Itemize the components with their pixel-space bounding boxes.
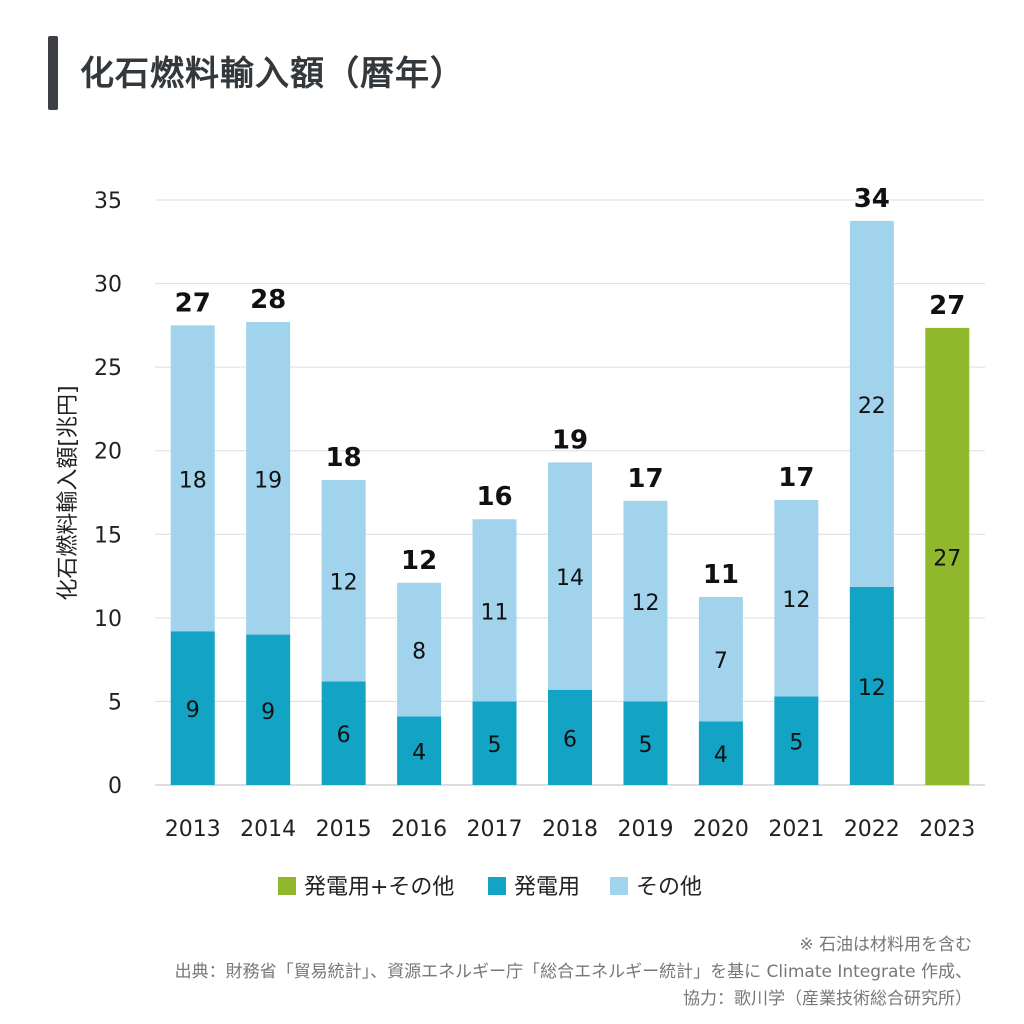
total-value-label: 17 — [627, 464, 663, 494]
segment-value-label: 7 — [714, 649, 728, 674]
total-value-label: 16 — [476, 482, 512, 512]
segment-value-label: 19 — [254, 468, 282, 493]
total-value-label: 34 — [854, 184, 890, 214]
y-tick-label: 35 — [94, 189, 122, 214]
bar-segment — [472, 519, 517, 702]
segment-value-label: 11 — [481, 600, 509, 625]
total-value-label: 17 — [778, 463, 814, 493]
x-tick-label: 2017 — [467, 817, 523, 842]
segment-value-label: 12 — [631, 591, 659, 616]
legend-swatch — [278, 877, 296, 895]
segment-value-label: 18 — [179, 468, 207, 493]
y-tick-label: 10 — [94, 607, 122, 632]
total-value-label: 28 — [250, 285, 286, 315]
segment-value-label: 9 — [261, 700, 275, 725]
segment-value-label: 5 — [638, 733, 652, 758]
segment-value-label: 5 — [789, 731, 803, 756]
x-tick-label: 2014 — [240, 817, 296, 842]
bar-segment — [774, 696, 819, 785]
total-value-label: 27 — [175, 288, 211, 318]
bar-segment — [925, 327, 970, 785]
legend-label: その他 — [636, 875, 702, 900]
bar-segment — [321, 479, 366, 682]
x-tick-label: 2021 — [768, 817, 824, 842]
title-accent-bar — [48, 36, 58, 110]
segment-value-label: 9 — [186, 698, 200, 723]
bar-segment — [698, 721, 743, 785]
bar-segment — [548, 462, 592, 690]
y-tick-label: 30 — [94, 273, 122, 298]
bar-segment — [170, 631, 215, 785]
bar-segment — [246, 634, 291, 785]
bar-segment — [170, 325, 215, 632]
y-axis-label: 化石燃料輸入額[兆円] — [56, 385, 81, 600]
segment-value-label: 4 — [714, 743, 728, 768]
y-tick-label: 15 — [94, 523, 122, 548]
segment-value-label: 12 — [330, 571, 358, 596]
total-value-label: 12 — [401, 546, 437, 576]
x-tick-label: 2013 — [165, 817, 221, 842]
bar-segment — [548, 689, 592, 785]
x-tick-label: 2022 — [844, 817, 900, 842]
segment-value-label: 14 — [556, 566, 584, 591]
legend-swatch — [488, 877, 506, 895]
y-tick-label: 20 — [94, 440, 122, 465]
segment-value-label: 12 — [858, 676, 886, 701]
bar-segment — [623, 701, 668, 785]
x-tick-label: 2015 — [316, 817, 372, 842]
segment-value-label: 4 — [412, 741, 426, 766]
y-tick-label: 25 — [94, 356, 122, 381]
segment-value-label: 12 — [782, 588, 810, 613]
bar-segment — [472, 701, 517, 785]
segment-value-label: 6 — [337, 723, 351, 748]
segment-value-label: 6 — [563, 727, 577, 752]
bar-segment — [246, 322, 291, 635]
x-tick-label: 2019 — [617, 817, 673, 842]
x-tick-label: 2020 — [693, 817, 749, 842]
total-value-label: 19 — [552, 425, 588, 455]
bar-segment — [397, 716, 442, 785]
segment-value-label: 8 — [412, 640, 426, 665]
bar-segment — [698, 596, 743, 722]
total-value-label: 11 — [703, 560, 739, 590]
segment-value-label: 22 — [858, 394, 886, 419]
total-value-label: 27 — [929, 291, 965, 321]
bar-segment — [397, 582, 442, 717]
note-line-3: 協力：歌川学（産業技術総合研究所） — [683, 989, 972, 1009]
y-tick-label: 5 — [108, 690, 122, 715]
bar-segment — [849, 220, 894, 587]
legend-label: 発電用+その他 — [304, 875, 454, 900]
bar-segment — [849, 586, 894, 785]
x-tick-label: 2023 — [919, 817, 975, 842]
x-tick-label: 2016 — [391, 817, 447, 842]
segment-value-label: 27 — [933, 546, 961, 571]
page-title: 化石燃料輸入額（暦年） — [80, 54, 465, 94]
total-value-label: 18 — [326, 443, 362, 473]
y-tick-label: 0 — [108, 774, 122, 799]
bar-segment — [321, 681, 366, 785]
legend-label: 発電用 — [514, 875, 580, 900]
note-line-2: 出典：財務省「貿易統計」、資源エネルギー庁「総合エネルギー統計」を基に Clim… — [174, 962, 972, 982]
segment-value-label: 5 — [488, 733, 502, 758]
note-line-1: ※ 石油は材料用を含む — [799, 935, 972, 955]
x-tick-label: 2018 — [542, 817, 598, 842]
bar-segment — [623, 500, 668, 702]
bar-segment — [774, 500, 819, 697]
legend-swatch — [610, 877, 628, 895]
